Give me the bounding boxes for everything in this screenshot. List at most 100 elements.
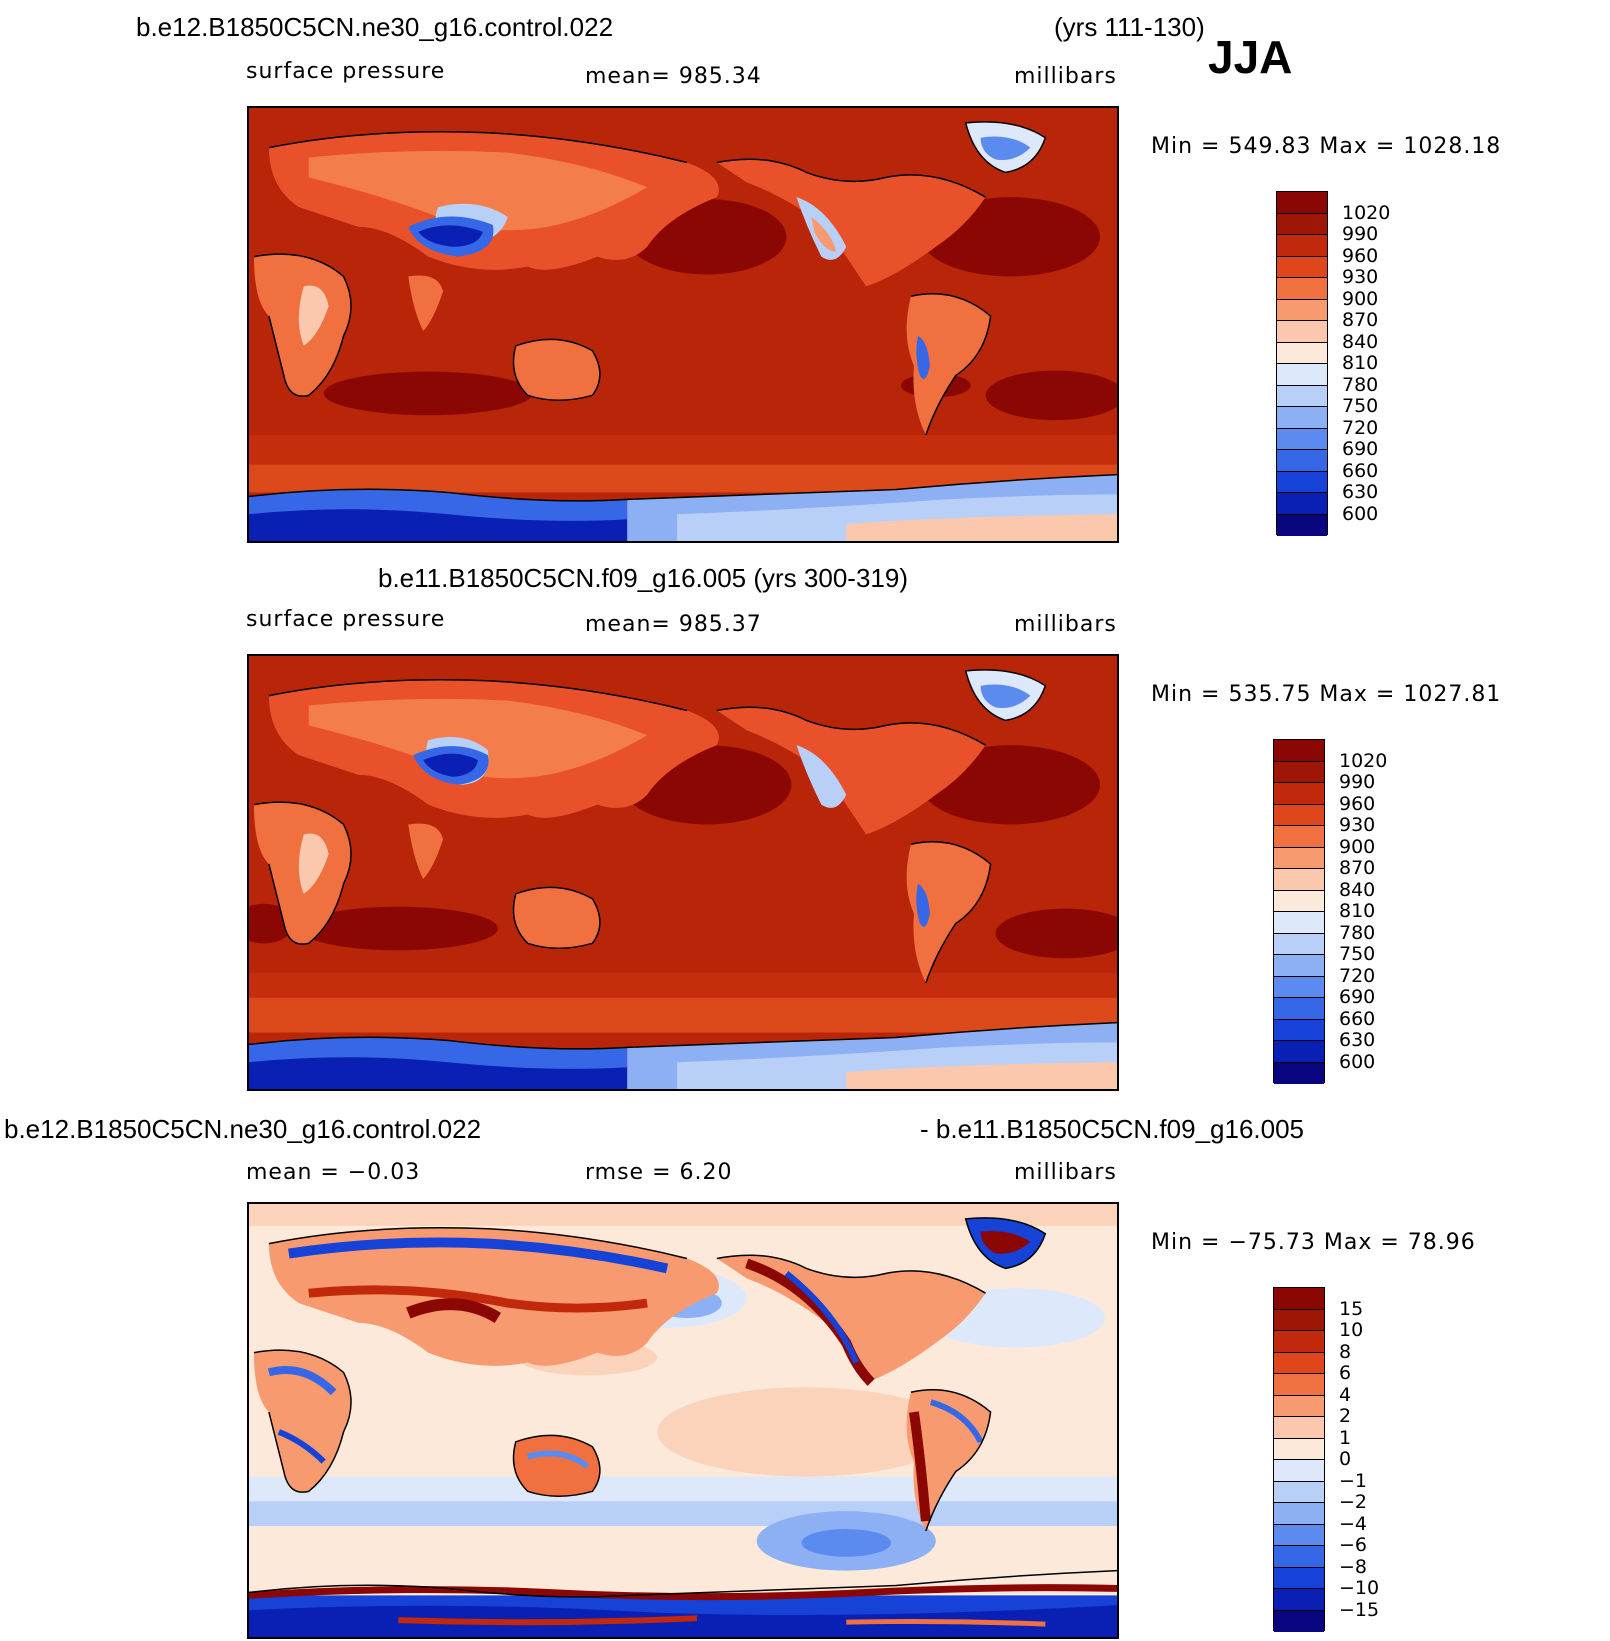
colorbar-swatch	[1274, 826, 1324, 848]
colorbar-swatch	[1274, 1019, 1324, 1041]
colorbar-swatch	[1277, 321, 1327, 343]
colorbar-label: 660	[1342, 459, 1379, 482]
colorbar-swatch	[1277, 493, 1327, 515]
colorbar-swatch	[1274, 1041, 1324, 1063]
colorbar-label: 15	[1339, 1297, 1364, 1320]
colorbar-label: 630	[1342, 481, 1379, 503]
colorbar-label: 810	[1339, 900, 1376, 922]
colorbar-label: 10	[1339, 1319, 1364, 1341]
colorbar-label: 8	[1339, 1340, 1352, 1363]
colorbar-label: 840	[1342, 330, 1379, 353]
panel3-rmse: rmse = 6.20	[585, 1160, 733, 1185]
panel1-minmax: Min = 549.83 Max = 1028.18	[1151, 134, 1502, 159]
colorbar-swatch	[1274, 976, 1324, 998]
colorbar-label: 720	[1339, 964, 1376, 987]
colorbar-swatch	[1274, 1524, 1324, 1546]
colorbar-swatch	[1274, 783, 1324, 805]
colorbar-label: −2	[1339, 1491, 1368, 1513]
colorbar-label: 780	[1339, 921, 1376, 944]
map-panel3-difference	[247, 1202, 1119, 1639]
colorbar-label: 1020	[1339, 749, 1388, 772]
panel1-years: (yrs 111-130)	[1054, 12, 1205, 42]
colorbar-label: 630	[1339, 1029, 1376, 1051]
colorbar-swatch	[1277, 407, 1327, 429]
colorbar-swatch	[1274, 1374, 1324, 1396]
colorbar-label: 1	[1339, 1426, 1352, 1449]
colorbar-swatch	[1274, 1331, 1324, 1353]
colorbar-swatch	[1274, 1481, 1324, 1503]
panel1-units: millibars	[1014, 64, 1117, 89]
colorbar-label: 750	[1339, 943, 1376, 965]
colorbar-swatch	[1277, 213, 1327, 235]
colorbar-label: 840	[1339, 878, 1376, 901]
colorbar-swatch	[1277, 192, 1327, 214]
panel3-case-a: b.e12.B1850C5CN.ne30_g16.control.022	[4, 1114, 482, 1144]
panel3-mean: mean = −0.03	[246, 1160, 421, 1185]
colorbar-swatch	[1274, 1395, 1324, 1417]
colorbar-label: 750	[1342, 395, 1379, 417]
panel3-case-b: - b.e11.B1850C5CN.f09_g16.005	[920, 1114, 1305, 1144]
colorbar-swatch	[1274, 1438, 1324, 1460]
colorbar-swatch	[1277, 235, 1327, 257]
colorbar-swatch	[1277, 278, 1327, 300]
colorbar-swatch	[1277, 471, 1327, 493]
colorbar-swatch	[1277, 364, 1327, 386]
colorbar-swatch	[1274, 1062, 1324, 1084]
colorbar-label: −4	[1339, 1512, 1368, 1535]
colorbar-swatch	[1274, 1567, 1324, 1589]
colorbar-label: 0	[1339, 1448, 1352, 1470]
colorbar-label: −15	[1339, 1598, 1380, 1621]
colorbar-label: 810	[1342, 352, 1379, 374]
map-panel2-surface-pressure	[247, 654, 1119, 1091]
colorbar-label: 870	[1339, 857, 1376, 879]
colorbar-label: −1	[1339, 1469, 1368, 1492]
colorbar-swatch	[1274, 1288, 1324, 1310]
colorbar-label: 690	[1339, 986, 1376, 1008]
colorbar-label: 780	[1342, 373, 1379, 396]
colorbar-swatch	[1277, 385, 1327, 407]
colorbar-label: 990	[1339, 771, 1376, 793]
colorbar-swatch	[1274, 1610, 1324, 1632]
colorbar-swatch	[1274, 1589, 1324, 1611]
colorbar-panel3	[1273, 1287, 1325, 1632]
colorbar-swatch	[1277, 342, 1327, 364]
colorbar-label: 900	[1342, 287, 1379, 310]
colorbar-swatch	[1274, 1309, 1324, 1331]
season-label: JJA	[1208, 31, 1293, 83]
colorbar-swatch	[1274, 847, 1324, 869]
colorbar-swatch	[1274, 998, 1324, 1020]
colorbar-swatch	[1274, 1546, 1324, 1568]
panel2-title: b.e11.B1850C5CN.f09_g16.005 (yrs 300-319…	[378, 563, 908, 593]
colorbar-label: 720	[1342, 416, 1379, 439]
colorbar-swatch	[1274, 761, 1324, 783]
colorbar-label: 1020	[1342, 201, 1391, 224]
panel2-mean: mean= 985.37	[585, 612, 762, 637]
colorbar-label: 960	[1339, 792, 1376, 815]
panel2-units: millibars	[1014, 612, 1117, 637]
colorbar-label: 930	[1339, 814, 1376, 836]
map-panel1-surface-pressure	[247, 106, 1119, 543]
colorbar-label: −8	[1339, 1555, 1368, 1578]
colorbar-label: 600	[1342, 502, 1379, 525]
colorbar-panel2	[1273, 739, 1325, 1084]
panel2-minmax: Min = 535.75 Max = 1027.81	[1151, 682, 1502, 707]
panel1-variable: surface pressure	[246, 59, 446, 84]
colorbar-swatch	[1274, 1460, 1324, 1482]
colorbar-label: 690	[1342, 438, 1379, 460]
panel1-mean: mean= 985.34	[585, 64, 762, 89]
colorbar-swatch	[1274, 1352, 1324, 1374]
colorbar-swatch	[1274, 804, 1324, 826]
colorbar-label: 960	[1342, 244, 1379, 267]
colorbar-swatch	[1277, 299, 1327, 321]
colorbar-swatch	[1274, 912, 1324, 934]
colorbar-label: 600	[1339, 1050, 1376, 1073]
colorbar-swatch	[1277, 450, 1327, 472]
colorbar-panel1	[1276, 191, 1328, 536]
colorbar-label: 4	[1339, 1383, 1352, 1406]
colorbar-swatch	[1274, 740, 1324, 762]
panel3-minmax: Min = −75.73 Max = 78.96	[1151, 1230, 1476, 1255]
colorbar-label: −6	[1339, 1534, 1368, 1556]
panel2-variable: surface pressure	[246, 607, 446, 632]
colorbar-swatch	[1274, 955, 1324, 977]
colorbar-label: 6	[1339, 1362, 1352, 1384]
